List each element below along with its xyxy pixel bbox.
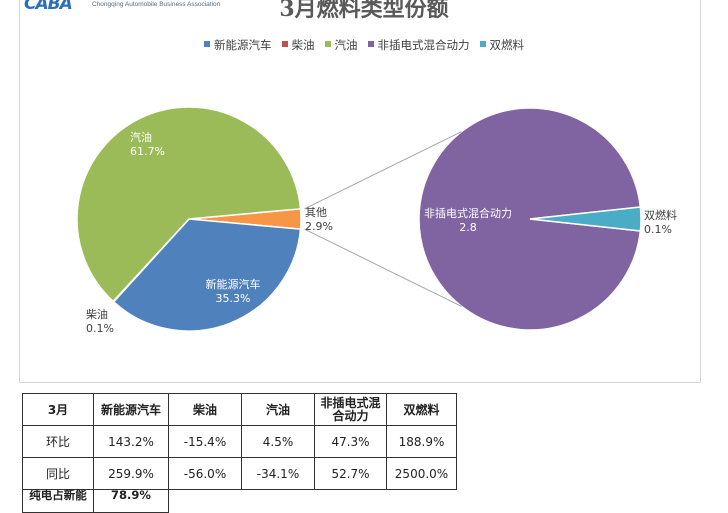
legend-item: 双燃料 xyxy=(479,37,525,53)
slice-label-other-line: 其他 xyxy=(305,206,327,219)
legend-item: 非插电式混合动力 xyxy=(367,37,470,53)
slice-label-nonplugin-hybrid: 非插电式混合动力 2.8 xyxy=(424,206,512,234)
table-header-cell: 双燃料 xyxy=(386,393,457,426)
table-cell: -15.4% xyxy=(168,425,242,458)
table-cell: 78.9% xyxy=(93,489,169,513)
table-row: 纯电占新能 78.9% xyxy=(22,489,457,513)
legend-swatch xyxy=(281,41,288,47)
legend-swatch xyxy=(479,41,486,47)
logo-subtitle: Chongqing Automobile Business Associatio… xyxy=(92,1,221,8)
pie-slice xyxy=(112,218,302,332)
connector-line xyxy=(304,131,462,210)
legend-label: 双燃料 xyxy=(489,38,525,52)
slice-label-nev-line: 新能源汽车 xyxy=(206,277,261,291)
association-logo: CABA Chongqing Automobile Business Assoc… xyxy=(22,0,237,14)
logo-mark: CABA xyxy=(24,0,73,14)
table-header-cell: 汽油 xyxy=(241,393,315,426)
pie-slice xyxy=(76,106,302,303)
slice-label-nonplugin-hybrid-line: 非插电式混合动力 xyxy=(424,206,512,220)
slice-label-nev: 新能源汽车 35.3% xyxy=(206,277,261,305)
connector-line xyxy=(304,228,462,307)
legend-swatch xyxy=(367,41,374,47)
table-row: 环比 143.2% -15.4% 4.5% 47.3% 188.9% xyxy=(22,425,457,458)
legend-item: 柴油 xyxy=(281,37,315,53)
slice-label-gasoline-line: 61.7% xyxy=(130,145,165,158)
table-header-cell: 非插电式混合动力 xyxy=(314,393,387,426)
legend-label: 非插电式混合动力 xyxy=(377,38,470,52)
slice-label-diesel: 柴油 0.1% xyxy=(86,307,114,335)
table-cell: 259.9% xyxy=(93,457,169,490)
chart-legend: 新能源汽车 柴油 汽油 非插电式混合动力 双燃料 xyxy=(0,37,728,53)
table-cell: 4.5% xyxy=(241,425,315,458)
table-cell: 2500.0% xyxy=(386,457,457,490)
table-cell: 52.7% xyxy=(314,457,387,490)
table-header-cell: 3月 xyxy=(22,393,94,426)
legend-item: 新能源汽车 xyxy=(204,37,272,53)
legend-swatch xyxy=(324,41,331,47)
secondary-pie-slice xyxy=(529,206,642,232)
pie-of-pie-chart: 汽油 61.7%新能源汽车 35.3%柴油 0.1%其他 2.9%非插电式混合动力 2.8… xyxy=(76,106,677,335)
legend-item: 汽油 xyxy=(324,37,358,53)
slice-label-diesel-line: 柴油 xyxy=(86,307,108,321)
legend-label: 柴油 xyxy=(291,38,315,52)
table-cell: 纯电占新能 xyxy=(22,489,94,513)
table-cell: -34.1% xyxy=(241,457,315,490)
slice-label-gasoline-line: 汽油 xyxy=(130,130,152,144)
slice-label-other: 其他 2.9% xyxy=(305,206,333,233)
table-row: 同比 259.9% -56.0% -34.1% 52.7% 2500.0% xyxy=(22,457,457,490)
slice-label-other-line: 2.9% xyxy=(305,220,333,233)
table-cell: 143.2% xyxy=(93,425,169,458)
slice-label-dual-fuel-line: 双燃料 xyxy=(644,208,677,222)
legend-label: 新能源汽车 xyxy=(214,38,272,52)
slice-label-dual-fuel: 双燃料 0.1% xyxy=(644,208,677,236)
table-cell: -56.0% xyxy=(168,457,242,490)
legend-swatch xyxy=(204,41,210,47)
table-header-cell: 柴油 xyxy=(168,393,242,426)
slice-label-nonplugin-hybrid-line: 2.8 xyxy=(459,221,477,234)
table-cell: 同比 xyxy=(22,457,94,490)
slice-label-nev-line: 35.3% xyxy=(216,292,251,305)
table-cell: 188.9% xyxy=(386,425,457,458)
slice-label-diesel-line: 0.1% xyxy=(86,322,114,335)
growth-table: 3月 新能源汽车 柴油 汽油 非插电式混合动力 双燃料 环比 143.2% -1… xyxy=(22,393,457,513)
table-header-cell: 新能源汽车 xyxy=(93,393,169,426)
table-cell: 环比 xyxy=(22,425,94,458)
legend-label: 汽油 xyxy=(334,38,358,52)
table-header-row: 3月 新能源汽车 柴油 汽油 非插电式混合动力 双燃料 xyxy=(22,393,457,426)
slice-label-gasoline: 汽油 61.7% xyxy=(130,130,165,158)
chart-title: 3月燃料类型份额 xyxy=(279,0,449,22)
secondary-pie-slice xyxy=(418,107,642,331)
table-cell: 47.3% xyxy=(314,425,387,458)
slice-label-dual-fuel-line: 0.1% xyxy=(644,223,672,236)
